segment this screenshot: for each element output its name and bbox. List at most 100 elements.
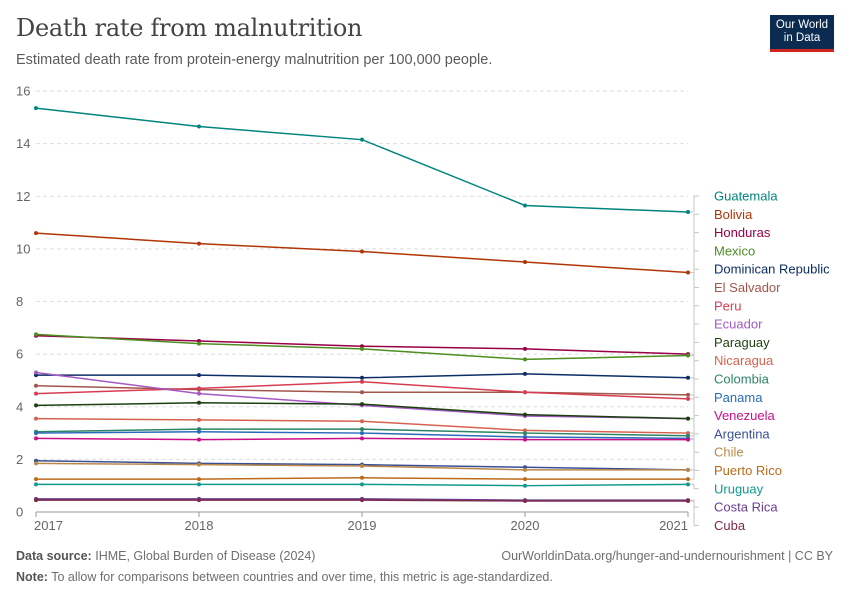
label-connector <box>690 195 699 213</box>
x-tick-label: 2018 <box>185 518 214 533</box>
data-point-guatemala <box>360 137 364 142</box>
data-point-guatemala <box>523 203 527 208</box>
x-axis: 2017 2018 2019 2020 2021 <box>34 511 689 533</box>
series-label-mexico[interactable]: Mexico <box>714 243 755 258</box>
data-point-venezuela <box>34 436 38 441</box>
label-connector <box>690 415 699 441</box>
data-point-el-salvador <box>686 392 690 397</box>
series-label-chile[interactable]: Chile <box>714 445 744 460</box>
data-point-puerto-rico <box>686 477 690 482</box>
series-label-paraguay[interactable]: Paraguay <box>714 335 770 350</box>
data-source-label: Data source: <box>16 549 92 563</box>
chart-title: Death rate from malnutrition <box>16 14 363 42</box>
data-point-venezuela <box>197 437 201 442</box>
data-point-venezuela <box>360 436 364 441</box>
data-point-mexico <box>34 332 38 337</box>
series-label-guatemala[interactable]: Guatemala <box>714 189 778 204</box>
data-source-text[interactable]: IHME, Global Burden of Disease (2024) <box>95 549 316 563</box>
series-label-honduras[interactable]: Honduras <box>714 225 771 240</box>
series-label-dominican-republic[interactable]: Dominican Republic <box>714 262 830 277</box>
data-point-nicaragua <box>197 417 201 422</box>
data-point-el-salvador <box>34 383 38 388</box>
y-tick-label: 16 <box>16 84 30 99</box>
y-tick-label: 12 <box>16 189 30 204</box>
series-label-el-salvador[interactable]: El Salvador <box>714 280 781 295</box>
data-point-honduras <box>523 346 527 351</box>
label-connector <box>690 451 699 471</box>
data-point-uruguay <box>523 483 527 488</box>
series-label-colombia[interactable]: Colombia <box>714 372 770 387</box>
data-point-colombia <box>360 427 364 432</box>
series-label-costa-rica[interactable]: Costa Rica <box>714 500 778 515</box>
label-connector <box>690 500 699 526</box>
data-point-mexico <box>197 341 201 346</box>
series-label-venezuela[interactable]: Venezuela <box>714 408 775 423</box>
data-point-chile <box>686 467 690 472</box>
data-point-puerto-rico <box>523 477 527 482</box>
owid-logo[interactable]: Our World in Data <box>770 15 834 52</box>
data-point-paraguay <box>686 416 690 421</box>
data-point-peru <box>523 390 527 395</box>
data-point-chile <box>360 463 364 468</box>
data-point-panama <box>360 431 364 436</box>
source-url-link[interactable]: OurWorldinData.org/hunger-and-undernouri… <box>501 549 833 563</box>
y-tick-label: 14 <box>16 136 30 151</box>
note-label: Note: <box>16 570 48 584</box>
data-point-cuba <box>523 498 527 503</box>
series-label-peru[interactable]: Peru <box>714 298 741 313</box>
series-label-uruguay[interactable]: Uruguay <box>714 481 764 496</box>
data-point-paraguay <box>523 412 527 417</box>
series-labels: Guatemala Bolivia Honduras Mexico Dominican … <box>714 189 830 533</box>
y-tick-label: 4 <box>16 399 23 414</box>
data-point-chile <box>197 462 201 467</box>
x-tick-label: 2017 <box>34 518 63 533</box>
data-point-cuba <box>197 498 201 503</box>
data-point-mexico <box>360 346 364 351</box>
data-point-dominican-republic <box>360 375 364 380</box>
series-label-argentina[interactable]: Argentina <box>714 426 770 441</box>
data-point-uruguay <box>360 482 364 487</box>
data-point-dominican-republic <box>686 375 690 380</box>
data-point-paraguay <box>360 402 364 407</box>
series-label-cuba[interactable]: Cuba <box>714 518 746 533</box>
data-point-venezuela <box>523 437 527 442</box>
data-point-nicaragua <box>360 419 364 424</box>
y-axis-ticks: 0 2 4 6 8 10 12 14 16 <box>16 84 30 520</box>
data-point-el-salvador <box>360 390 364 395</box>
data-point-cuba <box>360 498 364 503</box>
series-label-nicaragua[interactable]: Nicaragua <box>714 353 774 368</box>
data-point-cuba <box>34 498 38 503</box>
data-point-colombia <box>523 431 527 436</box>
x-tick-label: 2020 <box>511 518 540 533</box>
data-point-bolivia <box>360 249 364 254</box>
data-point-panama <box>34 431 38 436</box>
series-label-panama[interactable]: Panama <box>714 390 763 405</box>
series-lines <box>34 106 690 503</box>
series-label-ecuador[interactable]: Ecuador <box>714 317 763 332</box>
chart-subtitle: Estimated death rate from protein-energy… <box>16 52 493 68</box>
line-chart: 0 2 4 6 8 10 12 14 16 2017 2018 2019 2020 2021 Guate… <box>16 84 830 534</box>
x-tick-label: 2021 <box>659 518 688 533</box>
chart-note: Note: To allow for comparisons between c… <box>16 570 553 584</box>
data-point-chile <box>523 467 527 472</box>
data-point-puerto-rico <box>197 477 201 482</box>
data-point-nicaragua <box>34 416 38 421</box>
data-point-paraguay <box>34 403 38 408</box>
series-label-puerto-rico[interactable]: Puerto Rico <box>714 463 782 478</box>
data-point-mexico <box>686 353 690 358</box>
y-tick-label: 0 <box>16 505 23 520</box>
series-label-bolivia[interactable]: Bolivia <box>714 207 753 222</box>
data-point-ecuador <box>197 391 201 396</box>
note-text: To allow for comparisons between countri… <box>51 570 553 584</box>
data-point-peru <box>197 386 201 391</box>
y-tick-label: 6 <box>16 347 23 362</box>
data-point-guatemala <box>197 124 201 129</box>
data-point-bolivia <box>686 270 690 275</box>
y-tick-label: 10 <box>16 241 30 256</box>
data-point-bolivia <box>523 260 527 265</box>
data-point-cuba <box>686 498 690 503</box>
label-connectors <box>690 195 699 526</box>
y-tick-label: 2 <box>16 452 23 467</box>
logo-line-2: in Data <box>783 32 821 44</box>
label-connector <box>690 470 699 480</box>
